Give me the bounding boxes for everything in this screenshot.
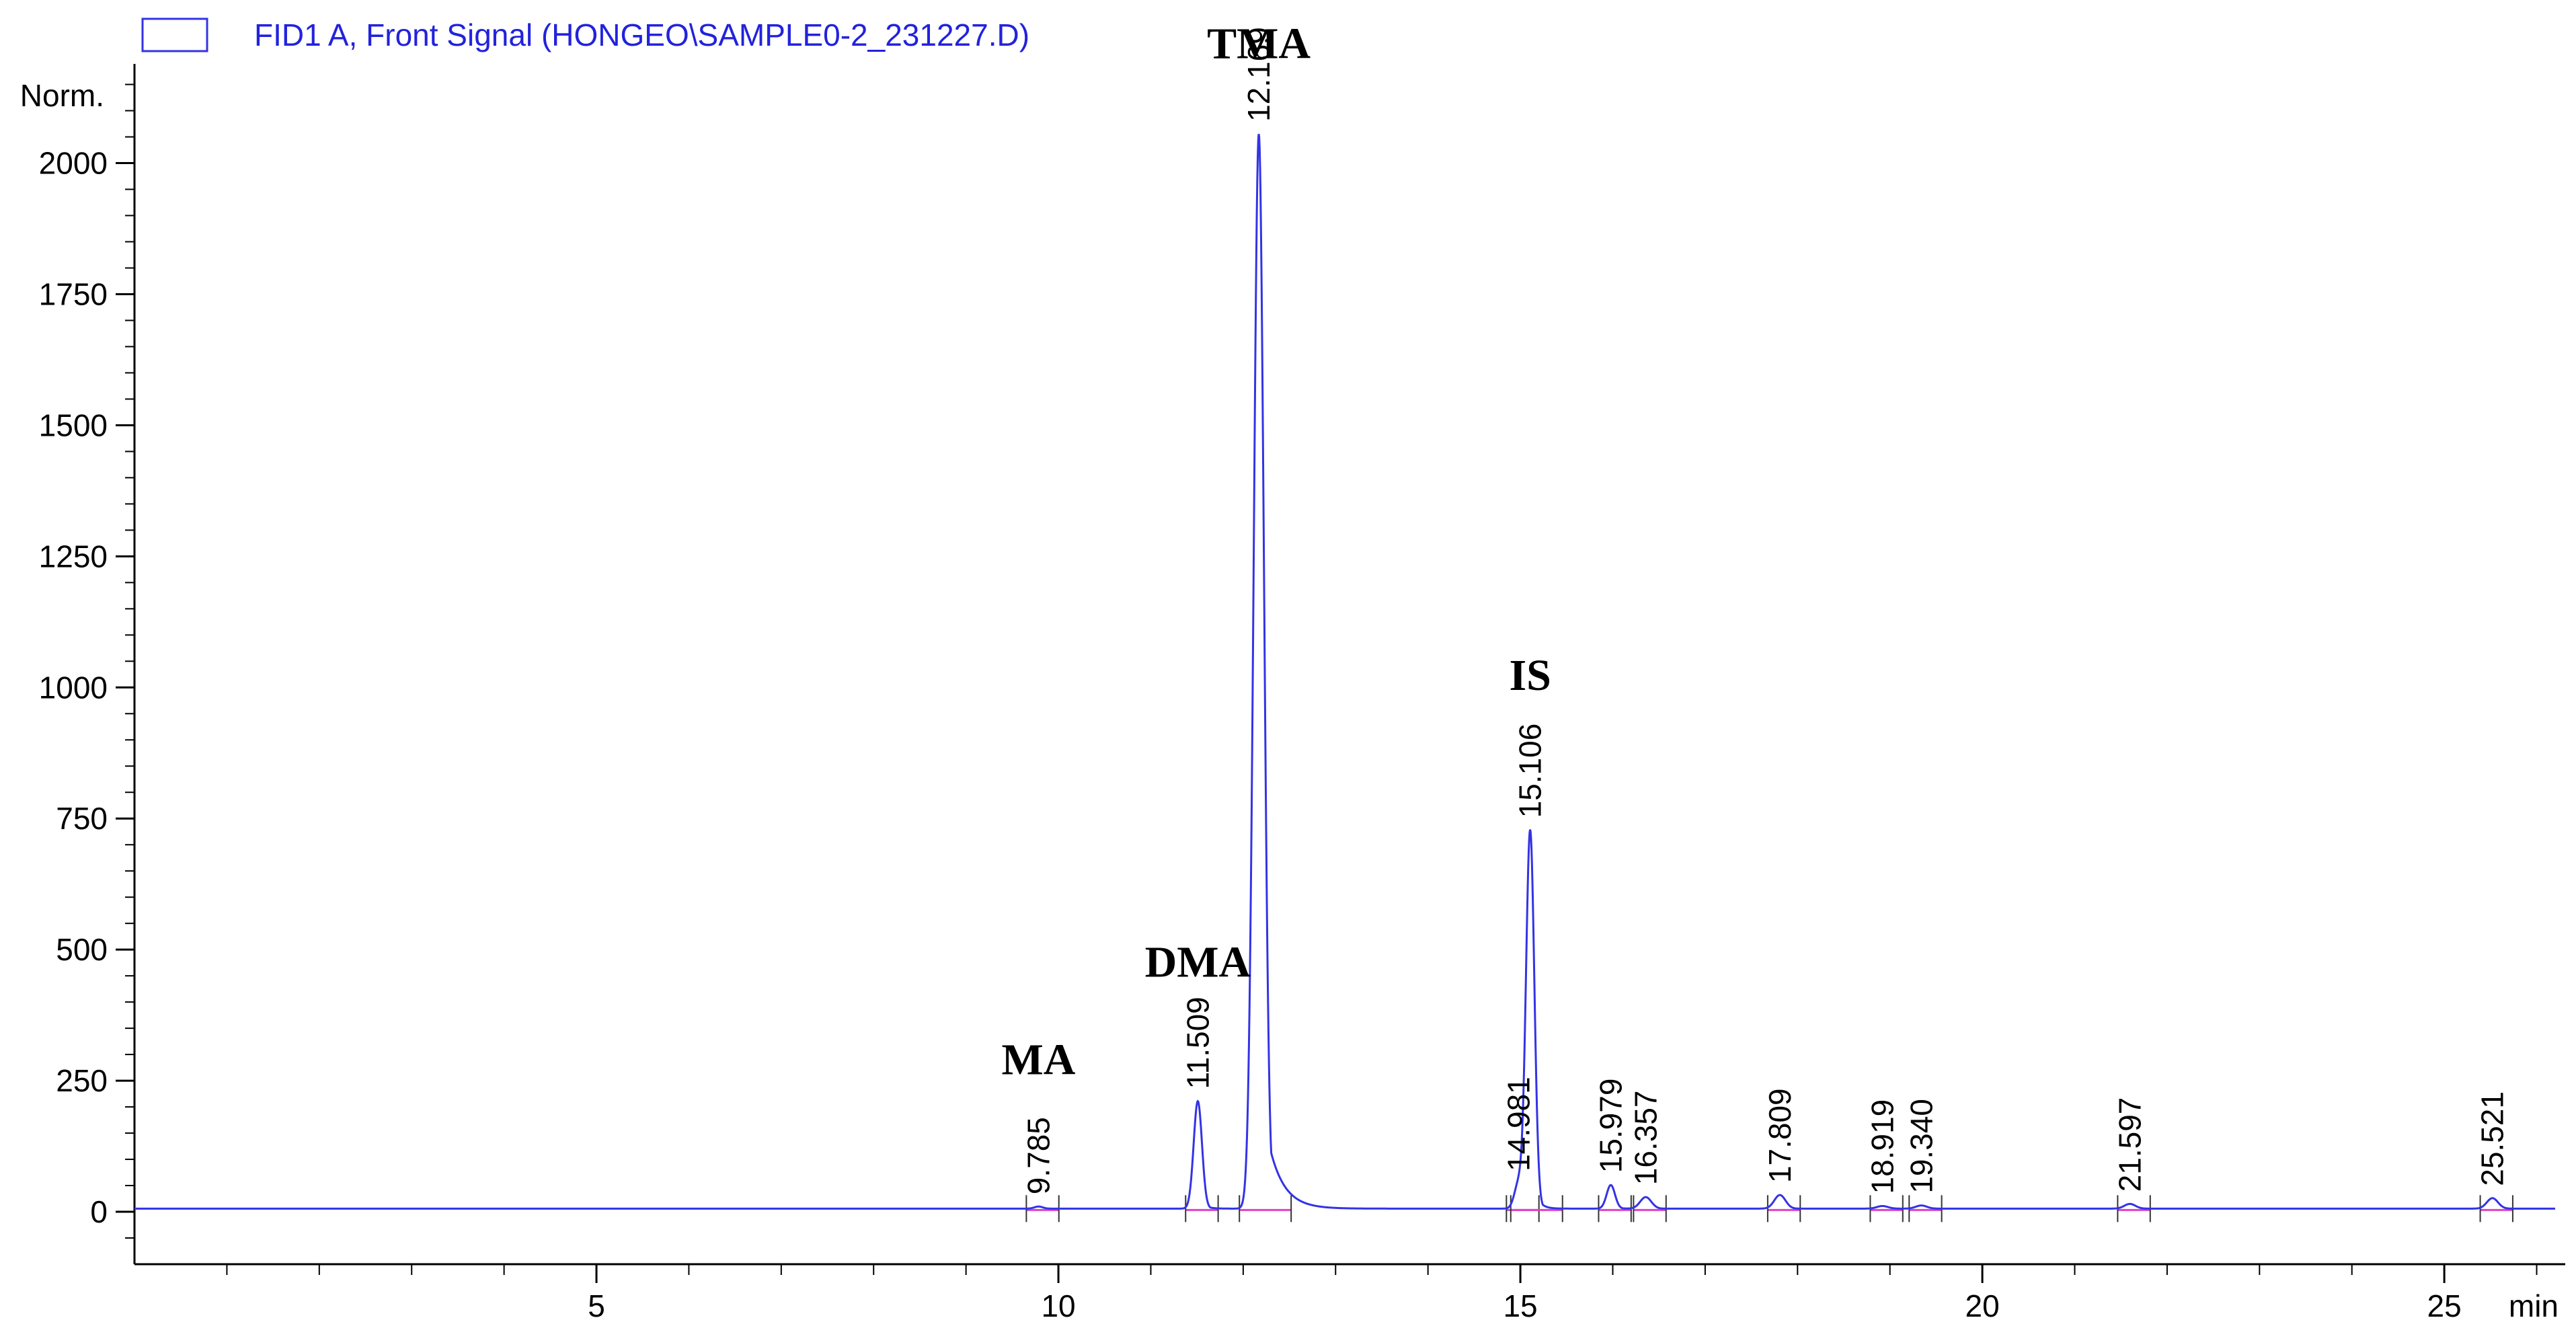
x-axis-label: min — [2509, 1288, 2559, 1318]
compound-label: MA — [1002, 1036, 1076, 1085]
peak-rt-label: 15.106 — [1513, 724, 1548, 818]
peak-rt-label: 17.809 — [1762, 1088, 1797, 1183]
peak-rt-label: 9.785 — [1021, 1117, 1056, 1194]
compound-label: TMA — [1207, 20, 1311, 69]
y-tick-label: 2000 — [39, 146, 108, 181]
peak-rt-label: 16.357 — [1629, 1090, 1664, 1185]
x-tick-label: 15 — [1503, 1288, 1537, 1318]
compound-annotations: MA DMA TMA IS — [1002, 20, 1551, 1085]
y-tick-label: 0 — [90, 1194, 108, 1229]
compound-label: IS — [1509, 651, 1551, 700]
x-tick-label: 25 — [2427, 1288, 2462, 1318]
peak-rt-label: 19.340 — [1904, 1099, 1939, 1194]
legend: FID1 A, Front Signal (HONGEO\SAMPLE0-2_2… — [141, 17, 1029, 52]
x-tick-label: 20 — [1965, 1288, 2000, 1318]
x-tick-label: 5 — [588, 1288, 605, 1318]
y-tick-label: 500 — [56, 932, 108, 967]
peak-rt-label: 15.979 — [1594, 1079, 1629, 1173]
peak-rt-label: 21.597 — [2113, 1097, 2148, 1192]
y-tick-label: 1000 — [39, 670, 108, 705]
legend-swatch — [141, 17, 208, 52]
peak-rt-label: 14.981 — [1501, 1077, 1536, 1171]
legend-label: FID1 A, Front Signal (HONGEO\SAMPLE0-2_2… — [254, 17, 1029, 52]
peak-rt-label: 18.919 — [1865, 1099, 1900, 1194]
signal-trace — [134, 133, 2555, 1210]
y-tick-label: 1750 — [39, 276, 108, 311]
y-axis-label: Norm. — [20, 78, 104, 113]
y-tick-label: 1250 — [39, 539, 108, 574]
y-tick-label: 750 — [56, 801, 108, 836]
peak-rt-label: 12.169 — [1241, 27, 1276, 122]
peak-rt-label: 25.521 — [2475, 1091, 2510, 1186]
signal-line — [134, 133, 2555, 1210]
x-tick-label: 10 — [1041, 1288, 1075, 1318]
peak-rt-label: 11.509 — [1180, 997, 1215, 1089]
peak-labels: 9.785 11.509 12.169 14.981 15.106 15.979 16.35… — [1021, 27, 2510, 1194]
axes: 0 250 500 750 1000 1250 1500 1750 2000 Norm. 5 10 15… — [20, 64, 2565, 1318]
y-tick-label: 250 — [56, 1063, 108, 1098]
y-tick-label: 1500 — [39, 408, 108, 442]
compound-label: DMA — [1145, 938, 1251, 987]
